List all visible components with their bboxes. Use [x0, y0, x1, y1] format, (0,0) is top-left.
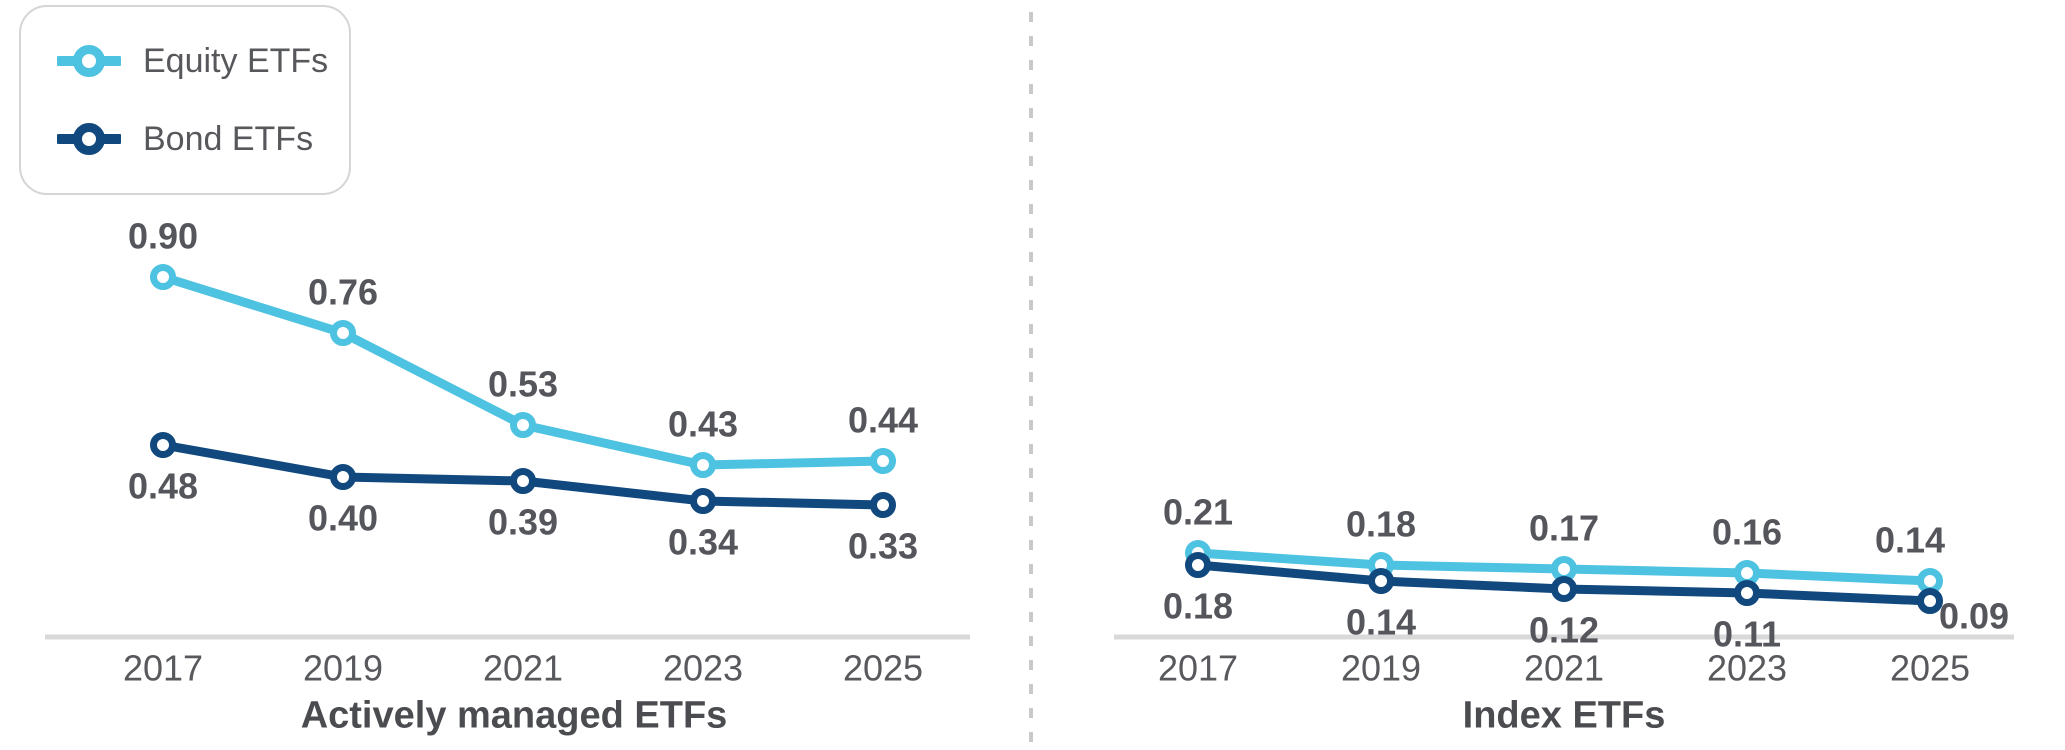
equity-data-point-label: 0.53 — [488, 364, 558, 405]
x-tick-label: 2023 — [1707, 648, 1787, 689]
legend-marker-ring — [73, 45, 105, 77]
equity-data-point-marker — [1734, 560, 1760, 586]
bond-data-point-label: 0.12 — [1529, 610, 1599, 651]
bond-data-point-marker — [330, 464, 356, 490]
bond-data-point-label: 0.40 — [308, 498, 378, 539]
equity-data-point-label: 0.43 — [668, 404, 738, 445]
x-tick-label: 2019 — [1341, 648, 1421, 689]
bond-data-point-marker — [690, 488, 716, 514]
equity-data-point-marker — [1551, 556, 1577, 582]
legend-item-equity-etfs: Equity ETFs — [57, 39, 349, 83]
equity-data-point-marker — [510, 412, 536, 438]
x-tick-label: 2025 — [1890, 648, 1970, 689]
x-tick-label: 2021 — [483, 648, 563, 689]
x-tick-label: 2021 — [1524, 648, 1604, 689]
legend-label-bond-etfs: Bond ETFs — [143, 120, 314, 158]
bond-data-point-marker — [1185, 552, 1211, 578]
equity-data-point-marker — [1917, 568, 1943, 594]
legend-label-equity-etfs: Equity ETFs — [143, 42, 329, 80]
legend: Equity ETFs Bond ETFs — [19, 5, 351, 195]
bond-series-marker-icon — [57, 123, 121, 155]
chart-title-index-etfs: Index ETFs — [1462, 694, 1666, 737]
x-tick-label: 2025 — [843, 648, 923, 689]
equity-series-marker-icon — [57, 45, 121, 77]
bond-data-point-label: 0.09 — [1939, 596, 2009, 637]
bond-data-point-marker — [150, 432, 176, 458]
x-tick-label: 2023 — [663, 648, 743, 689]
x-tick-label: 2017 — [123, 648, 203, 689]
bond-data-point-marker — [1551, 576, 1577, 602]
equity-data-point-marker — [150, 264, 176, 290]
equity-data-point-label: 0.90 — [128, 216, 198, 257]
bond-data-point-label: 0.14 — [1346, 602, 1416, 643]
bond-data-point-label: 0.18 — [1163, 586, 1233, 627]
equity-data-point-marker — [330, 320, 356, 346]
bond-data-point-marker — [870, 492, 896, 518]
legend-marker-ring — [73, 123, 105, 155]
bond-data-point-marker — [1917, 588, 1943, 614]
equity-data-point-label: 0.44 — [848, 400, 918, 441]
legend-item-bond-etfs: Bond ETFs — [57, 117, 349, 161]
equity-data-point-label: 0.18 — [1346, 504, 1416, 545]
equity-data-point-label: 0.16 — [1712, 512, 1782, 553]
x-tick-label: 2017 — [1158, 648, 1238, 689]
x-tick-label: 2019 — [303, 648, 383, 689]
bond-data-point-label: 0.34 — [668, 522, 738, 563]
equity-data-point-label: 0.76 — [308, 272, 378, 313]
equity-data-point-label: 0.21 — [1163, 492, 1233, 533]
equity-data-point-label: 0.14 — [1875, 520, 1945, 561]
chart-title-actively-managed-etfs: Actively managed ETFs — [300, 694, 728, 737]
bond-data-point-label: 0.48 — [128, 466, 198, 507]
bond-data-point-label: 0.33 — [848, 526, 918, 567]
bond-data-point-label: 0.39 — [488, 502, 558, 543]
bond-data-point-marker — [1368, 568, 1394, 594]
equity-data-point-label: 0.17 — [1529, 508, 1599, 549]
equity-data-point-marker — [870, 448, 896, 474]
bond-data-point-label: 0.11 — [1713, 614, 1781, 655]
bond-data-point-marker — [510, 468, 536, 494]
equity-data-point-marker — [690, 452, 716, 478]
bond-data-point-marker — [1734, 580, 1760, 606]
